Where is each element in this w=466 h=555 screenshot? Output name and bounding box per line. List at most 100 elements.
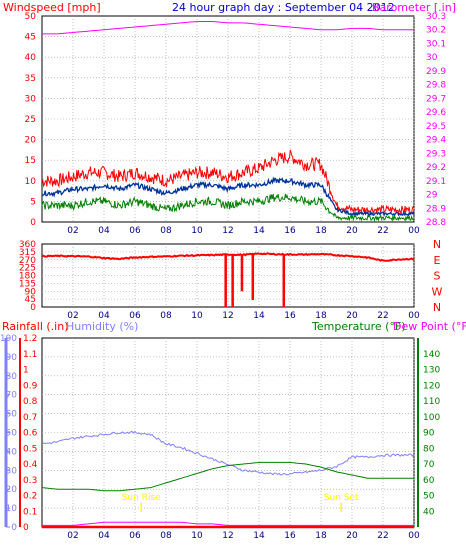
barometer-series	[42, 21, 414, 35]
direction-panel-x-tick: 02	[67, 311, 78, 321]
temp-tick: 70	[423, 460, 435, 470]
humidity-tick: 70	[6, 391, 18, 401]
windspeed-tick: 10	[25, 177, 37, 187]
wind-panel-x-tick: 22	[377, 226, 388, 236]
rain-humidity-temperature-panel: 02 04 06 08 10 12 14 16 18 20 22 000102030405060708…	[0, 334, 440, 541]
temp-tick: 90	[423, 429, 435, 439]
wind-direction-panel: 02 04 06 08 10 12 14 16 18 20 22 000459013518022527…	[19, 238, 443, 321]
direction-tick: 315	[19, 248, 36, 258]
windspeed-tick: 25	[25, 115, 36, 125]
rain-tick: 0	[23, 523, 29, 533]
temp-tick: 50	[423, 492, 435, 502]
rain-panel-x-tick: 14	[253, 531, 265, 541]
direction-tick: 360	[19, 240, 36, 250]
wind-panel-x-tick: 14	[253, 226, 265, 236]
compass-tick: N	[433, 301, 441, 314]
rain-panel-x-tick: 22	[377, 531, 388, 541]
direction-series	[41, 252, 415, 262]
barometer-tick: 29.2	[426, 163, 446, 173]
windspeed-tick: 50	[25, 12, 37, 22]
direction-tick: 180	[19, 272, 36, 282]
temp-tick: 130	[423, 366, 440, 376]
wind_gust-series	[41, 149, 415, 216]
direction-tick: 225	[19, 264, 36, 274]
barometer-tick: 30	[426, 53, 438, 63]
rain-panel-x-tick: 06	[129, 531, 141, 541]
rain-tick: 1	[23, 366, 29, 376]
humidity-tick: 60	[6, 410, 18, 420]
wind-panel-x-tick: 04	[98, 226, 110, 236]
barometer-tick: 28.8	[426, 218, 446, 228]
barometer-tick: 29.6	[426, 108, 446, 118]
compass-tick: N	[433, 238, 441, 251]
rainfall-axis-title: Rainfall (.in)	[2, 320, 69, 333]
windspeed-tick: 35	[25, 74, 36, 84]
humidity-tick: 50	[6, 429, 18, 439]
direction-panel-x-tick: 06	[129, 311, 141, 321]
wind-panel-x-tick: 00	[408, 226, 420, 236]
humidity-tick: 100	[0, 334, 17, 344]
rain-tick: 0.7	[23, 413, 37, 423]
direction-tick: 270	[19, 256, 36, 266]
graph-title: 24 hour graph day : September 04 2012	[172, 1, 395, 14]
rain-panel-x-tick: 16	[284, 531, 296, 541]
temp-tick: 100	[423, 413, 440, 423]
sunset-label: Sun Set	[324, 493, 359, 503]
windspeed-tick: 40	[25, 53, 37, 63]
wind-panel-x-tick: 08	[160, 226, 172, 236]
rain-panel-x-tick: 00	[408, 531, 420, 541]
barometer-axis-title: Barometer [.in]	[372, 1, 456, 14]
direction-panel-x-tick: 14	[253, 311, 265, 321]
rain-tick: 0.2	[23, 492, 37, 502]
windspeed-tick: 30	[25, 94, 37, 104]
barometer-tick: 29.5	[426, 122, 446, 132]
temp-tick: 140	[423, 350, 440, 360]
rain-tick: 0.9	[23, 381, 38, 391]
rain-tick: 0.5	[23, 444, 37, 454]
temperature-axis-title: Temperature (°F)	[311, 320, 406, 333]
dewpoint-axis-title: Dew Point (°F)	[393, 320, 466, 333]
rain-panel-x-tick: 20	[346, 531, 358, 541]
direction-panel-x-tick: 08	[160, 311, 172, 321]
temp-tick: 110	[423, 397, 440, 407]
wind-panel-x-tick: 16	[284, 226, 296, 236]
windspeed-tick: 0	[30, 218, 36, 228]
compass-tick: S	[434, 270, 441, 283]
direction-tick: 135	[19, 279, 36, 289]
rain-panel-x-tick: 04	[98, 531, 110, 541]
direction-panel-x-tick: 00	[408, 311, 420, 321]
sunrise-label: Sun Rise	[122, 493, 161, 503]
windspeed-tick: 20	[25, 136, 37, 146]
barometer-tick: 29.4	[426, 136, 446, 146]
rain-panel-x-tick: 02	[67, 531, 78, 541]
barometer-tick: 30.1	[426, 39, 446, 49]
barometer-tick: 29	[426, 191, 438, 201]
humidity-tick: 90	[6, 353, 18, 363]
wind-panel-x-tick: 18	[315, 226, 327, 236]
barometer-tick: 29.1	[426, 177, 446, 187]
temperature-series	[41, 461, 414, 492]
direction-panel-x-tick: 04	[98, 311, 110, 321]
barometer-tick: 29.3	[426, 149, 446, 159]
barometer-tick: 28.9	[426, 204, 446, 214]
direction-tick: 90	[25, 287, 37, 297]
windspeed-axis-title: Windspeed [mph]	[3, 1, 101, 14]
rain-panel-x-tick: 18	[315, 531, 327, 541]
direction-panel-x-tick: 18	[315, 311, 327, 321]
rain-tick: 0.4	[23, 460, 38, 470]
rain-tick: 1.2	[23, 334, 37, 344]
temp-tick: 40	[423, 507, 435, 517]
rain-tick: 0.1	[23, 507, 37, 517]
humidity-tick: 20	[6, 485, 18, 495]
wind_avg-series	[41, 176, 415, 218]
windspeed-tick: 5	[30, 197, 36, 207]
rain-panel-x-tick: 10	[191, 531, 203, 541]
barometer-tick: 30.2	[426, 26, 446, 36]
barometer-tick: 29.7	[426, 94, 446, 104]
humidity-tick: 40	[6, 447, 18, 457]
windspeed-tick: 15	[25, 156, 36, 166]
barometer-tick: 30.3	[426, 12, 446, 22]
rain-tick: 0.8	[23, 397, 38, 407]
humidity-series	[41, 430, 415, 476]
direction-panel-x-tick: 16	[284, 311, 296, 321]
